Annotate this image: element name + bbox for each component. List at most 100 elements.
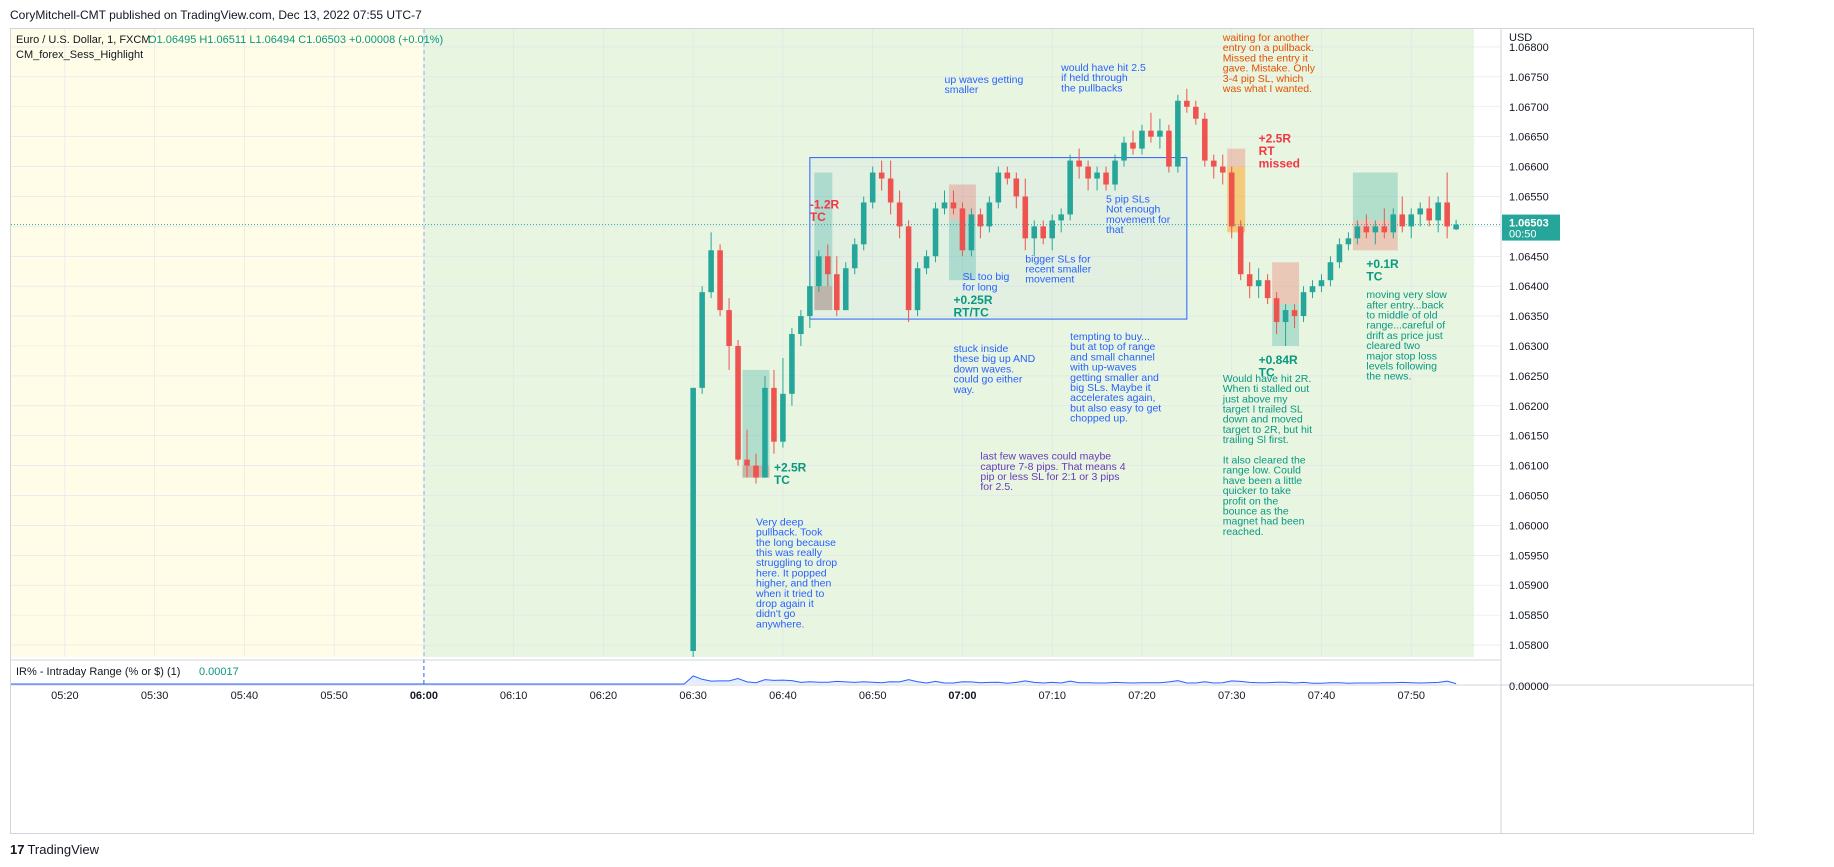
- annotation-line: getting smaller and: [1070, 372, 1159, 384]
- trade-box-loss: [1227, 148, 1246, 167]
- candle-body: [932, 208, 939, 257]
- annotation-line: bigger SLs for: [1025, 253, 1091, 265]
- annotation-line: pip or less SL for 2:1 or 3 pips: [980, 471, 1119, 483]
- annotation-line: stuck inside: [953, 343, 1008, 355]
- annotation-line: waiting for another: [1222, 32, 1310, 44]
- time-tick-label: 07:10: [1038, 690, 1066, 702]
- candle-body: [1255, 280, 1262, 287]
- candle-body: [717, 250, 723, 311]
- annotation-line: +0.84R: [1259, 353, 1298, 367]
- indicator-pane[interactable]: IR% - Intraday Range (% or $) (1) 0.0001…: [11, 659, 1549, 693]
- candle-body: [744, 459, 750, 466]
- candle-body: [869, 172, 876, 203]
- price-tick-label: 1.05900: [1509, 580, 1549, 592]
- annotation-line: smaller: [944, 84, 978, 96]
- annotation-line: target I trailed SL: [1223, 403, 1303, 415]
- candle-body: [1282, 310, 1289, 323]
- time-tick-label: 06:30: [679, 690, 707, 702]
- candle-body: [941, 202, 948, 209]
- price-tick-label: 1.05950: [1509, 550, 1549, 562]
- annotation-line: -1.2R: [810, 197, 840, 211]
- candle-body: [1139, 130, 1145, 149]
- indicator-pane-label[interactable]: IR% - Intraday Range (% or $) (1): [16, 666, 180, 678]
- candle-body: [780, 393, 786, 442]
- candle-body: [771, 387, 777, 442]
- candle-body: [726, 310, 732, 346]
- annotation-line: up waves getting: [944, 74, 1023, 86]
- annotation-line: range...careful of: [1366, 320, 1445, 332]
- premarket-shading: [11, 29, 424, 657]
- annotation-line: with up-waves: [1069, 362, 1137, 374]
- tradingview-brand: TradingView: [27, 842, 100, 857]
- candle-body: [1291, 310, 1298, 317]
- candle-body: [1363, 226, 1370, 233]
- annotation-line: When ti stalled out: [1223, 383, 1309, 395]
- time-tick-label: 06:40: [769, 690, 797, 702]
- price-axis[interactable]: USD 1.06800 1.06750 1.06700 1.06650 1.06600 1…: [1500, 29, 1753, 833]
- candle-body: [1426, 208, 1432, 221]
- candle-body: [789, 334, 795, 394]
- annotation-line: have been a little: [1223, 475, 1303, 487]
- time-tick-label: 07:40: [1308, 690, 1336, 702]
- candle-body: [1318, 280, 1325, 287]
- annotation-line: Very deep: [756, 516, 803, 528]
- candles[interactable]: [690, 88, 1459, 657]
- annotation-line: profit on the: [1223, 495, 1279, 507]
- candle-body: [1219, 166, 1226, 173]
- candle-body: [1112, 160, 1118, 185]
- annotation-line: didn't go: [756, 608, 796, 620]
- trade-box-profit: [1352, 172, 1398, 221]
- annotation-line: here. It popped: [756, 567, 827, 579]
- annotation-line: anywhere.: [756, 618, 804, 630]
- candle-body: [798, 316, 804, 335]
- candle-body: [950, 202, 957, 209]
- candle-body: [1390, 214, 1397, 233]
- candle-body: [1085, 166, 1091, 179]
- annotation-line: this was really: [756, 547, 823, 559]
- annotation-line: but at top of range: [1070, 341, 1155, 353]
- chart-container[interactable]: Very deep pullback. Took the long because t…: [10, 28, 1754, 834]
- annotation-line: Missed the entry it: [1223, 52, 1308, 64]
- tradingview-logo-mark: 17: [10, 842, 25, 857]
- indicator-name[interactable]: CM_forex_Sess_Highlight: [16, 49, 143, 61]
- annotation-line: for long: [962, 281, 997, 293]
- annotation-line: levels following: [1366, 361, 1437, 373]
- candle-body: [1013, 178, 1020, 197]
- candle-body: [1444, 202, 1450, 227]
- time-tick-label: 06:20: [590, 690, 618, 702]
- candle-body: [1246, 274, 1253, 287]
- candle-body: [1309, 286, 1316, 293]
- annotation-line: gave. Mistake. Only: [1223, 63, 1316, 75]
- currency-label: USD: [1509, 32, 1532, 44]
- candle-body: [1327, 262, 1334, 281]
- annotation-line: movement for: [1106, 214, 1171, 226]
- candle-body: [1130, 142, 1136, 149]
- annotation-line: the news.: [1366, 371, 1411, 383]
- annotation-line: TC: [1259, 365, 1275, 379]
- tradingview-logo[interactable]: 17 TradingView: [10, 842, 99, 857]
- time-tick-label: 07:30: [1218, 690, 1246, 702]
- time-tick-label: 05:30: [141, 690, 169, 702]
- session-background: [11, 29, 1475, 685]
- symbol-name[interactable]: Euro / U.S. Dollar, 1, FXCM: [16, 34, 150, 46]
- candle-body: [816, 256, 822, 287]
- candle-body: [1372, 226, 1379, 233]
- time-axis[interactable]: 05:20 05:30 05:40 05:50 06:00 06:10 06:20 06:30…: [11, 684, 1753, 702]
- annotation-line: reached.: [1223, 526, 1264, 538]
- annotation-line: pullback. Took: [756, 527, 823, 539]
- time-tick-label: 06:10: [500, 690, 528, 702]
- ohlc-values: O1.06495 H1.06511 L1.06494 C1.06503 +0.0…: [148, 34, 443, 46]
- candle-body: [1076, 160, 1082, 167]
- candle-body: [1417, 208, 1423, 215]
- annotation-line: missed: [1259, 157, 1300, 171]
